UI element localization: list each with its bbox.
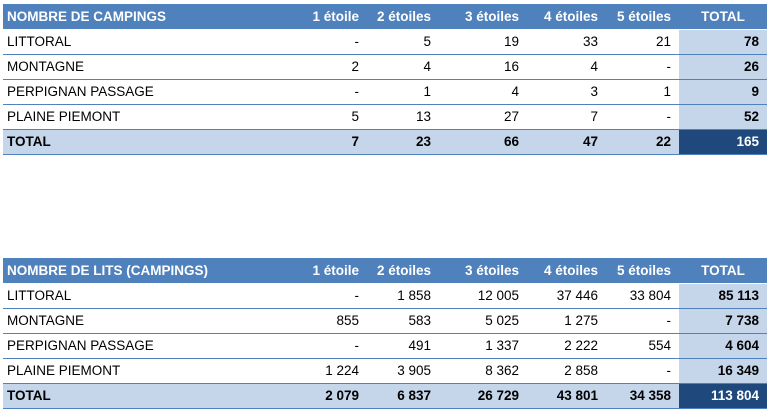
table-header-row: NOMBRE DE LITS (CAMPINGS) 1 étoile 2 éto… xyxy=(3,258,767,284)
cell-4-stars: 3 xyxy=(527,79,606,105)
total-4-stars: 47 xyxy=(527,129,606,155)
cell-row-total: 78 xyxy=(679,29,767,55)
total-2-stars: 6 837 xyxy=(367,383,439,409)
row-label: LITTORAL xyxy=(3,283,303,309)
column-header-1-star: 1 étoile xyxy=(303,4,367,30)
cell-1-star: 1 224 xyxy=(303,358,367,384)
cell-5-stars: 33 804 xyxy=(606,283,679,309)
cell-1-star: - xyxy=(303,333,367,359)
total-row: TOTAL 7 23 66 47 22 165 xyxy=(3,129,767,155)
total-5-stars: 22 xyxy=(606,129,679,155)
cell-5-stars: 554 xyxy=(606,333,679,359)
total-3-stars: 66 xyxy=(439,129,527,155)
row-label: MONTAGNE xyxy=(3,308,303,334)
column-header-4-stars: 4 étoiles xyxy=(527,258,606,284)
cell-2-stars: 491 xyxy=(367,333,439,359)
cell-3-stars: 1 337 xyxy=(439,333,527,359)
row-label: LITTORAL xyxy=(3,29,303,55)
column-header-1-star: 1 étoile xyxy=(303,258,367,284)
cell-3-stars: 4 xyxy=(439,79,527,105)
cell-2-stars: 13 xyxy=(367,104,439,130)
total-1-star: 2 079 xyxy=(303,383,367,409)
cell-4-stars: 33 xyxy=(527,29,606,55)
cell-1-star: - xyxy=(303,283,367,309)
column-header-3-stars: 3 étoiles xyxy=(439,258,527,284)
row-label: PERPIGNAN PASSAGE xyxy=(3,79,303,105)
cell-5-stars: - xyxy=(606,104,679,130)
cell-1-star: - xyxy=(303,29,367,55)
cell-4-stars: 4 xyxy=(527,54,606,80)
cell-2-stars: 4 xyxy=(367,54,439,80)
total-4-stars: 43 801 xyxy=(527,383,606,409)
cell-5-stars: 21 xyxy=(606,29,679,55)
column-header-5-stars: 5 étoiles xyxy=(606,258,679,284)
cell-4-stars: 37 446 xyxy=(527,283,606,309)
cell-3-stars: 12 005 xyxy=(439,283,527,309)
total-row-label: TOTAL xyxy=(3,129,303,155)
cell-5-stars: - xyxy=(606,308,679,334)
table-row: PERPIGNAN PASSAGE - 1 4 3 1 9 xyxy=(3,79,767,105)
total-2-stars: 23 xyxy=(367,129,439,155)
cell-2-stars: 3 905 xyxy=(367,358,439,384)
table-row: PLAINE PIEMONT 5 13 27 7 - 52 xyxy=(3,104,767,130)
cell-3-stars: 8 362 xyxy=(439,358,527,384)
cell-5-stars: - xyxy=(606,358,679,384)
cell-4-stars: 2 222 xyxy=(527,333,606,359)
cell-2-stars: 583 xyxy=(367,308,439,334)
cell-1-star: 855 xyxy=(303,308,367,334)
cell-2-stars: 5 xyxy=(367,29,439,55)
cell-row-total: 4 604 xyxy=(679,333,767,359)
total-3-stars: 26 729 xyxy=(439,383,527,409)
column-header-2-stars: 2 étoiles xyxy=(367,4,439,30)
cell-3-stars: 27 xyxy=(439,104,527,130)
cell-3-stars: 19 xyxy=(439,29,527,55)
table-row: PLAINE PIEMONT 1 224 3 905 8 362 2 858 -… xyxy=(3,358,767,384)
cell-1-star: 5 xyxy=(303,104,367,130)
grand-total: 165 xyxy=(679,129,767,155)
cell-3-stars: 5 025 xyxy=(439,308,527,334)
cell-row-total: 16 349 xyxy=(679,358,767,384)
row-label: MONTAGNE xyxy=(3,54,303,80)
cell-row-total: 52 xyxy=(679,104,767,130)
row-label: PERPIGNAN PASSAGE xyxy=(3,333,303,359)
grand-total: 113 804 xyxy=(679,383,767,409)
total-1-star: 7 xyxy=(303,129,367,155)
row-label: PLAINE PIEMONT xyxy=(3,358,303,384)
cell-5-stars: - xyxy=(606,54,679,80)
cell-4-stars: 1 275 xyxy=(527,308,606,334)
table-row: LITTORAL - 1 858 12 005 37 446 33 804 85… xyxy=(3,283,767,309)
campings-count-table: NOMBRE DE CAMPINGS 1 étoile 2 étoiles 3 … xyxy=(3,4,767,155)
cell-5-stars: 1 xyxy=(606,79,679,105)
cell-row-total: 7 738 xyxy=(679,308,767,334)
cell-4-stars: 2 858 xyxy=(527,358,606,384)
cell-row-total: 26 xyxy=(679,54,767,80)
column-header-3-stars: 3 étoiles xyxy=(439,4,527,30)
column-header-category: NOMBRE DE LITS (CAMPINGS) xyxy=(3,258,303,284)
total-row-label: TOTAL xyxy=(3,383,303,409)
cell-2-stars: 1 xyxy=(367,79,439,105)
column-header-5-stars: 5 étoiles xyxy=(606,4,679,30)
cell-row-total: 85 113 xyxy=(679,283,767,309)
column-header-category: NOMBRE DE CAMPINGS xyxy=(3,4,303,30)
total-row: TOTAL 2 079 6 837 26 729 43 801 34 358 1… xyxy=(3,383,767,409)
cell-2-stars: 1 858 xyxy=(367,283,439,309)
table-row: LITTORAL - 5 19 33 21 78 xyxy=(3,29,767,55)
table-header-row: NOMBRE DE CAMPINGS 1 étoile 2 étoiles 3 … xyxy=(3,4,767,30)
cell-1-star: - xyxy=(303,79,367,105)
cell-1-star: 2 xyxy=(303,54,367,80)
cell-row-total: 9 xyxy=(679,79,767,105)
cell-4-stars: 7 xyxy=(527,104,606,130)
column-header-4-stars: 4 étoiles xyxy=(527,4,606,30)
row-label: PLAINE PIEMONT xyxy=(3,104,303,130)
table-row: PERPIGNAN PASSAGE - 491 1 337 2 222 554 … xyxy=(3,333,767,359)
campings-beds-table: NOMBRE DE LITS (CAMPINGS) 1 étoile 2 éto… xyxy=(3,258,767,409)
column-header-2-stars: 2 étoiles xyxy=(367,258,439,284)
cell-3-stars: 16 xyxy=(439,54,527,80)
column-header-total: TOTAL xyxy=(679,4,767,30)
table-row: MONTAGNE 855 583 5 025 1 275 - 7 738 xyxy=(3,308,767,334)
column-header-total: TOTAL xyxy=(679,258,767,284)
table-row: MONTAGNE 2 4 16 4 - 26 xyxy=(3,54,767,80)
total-5-stars: 34 358 xyxy=(606,383,679,409)
